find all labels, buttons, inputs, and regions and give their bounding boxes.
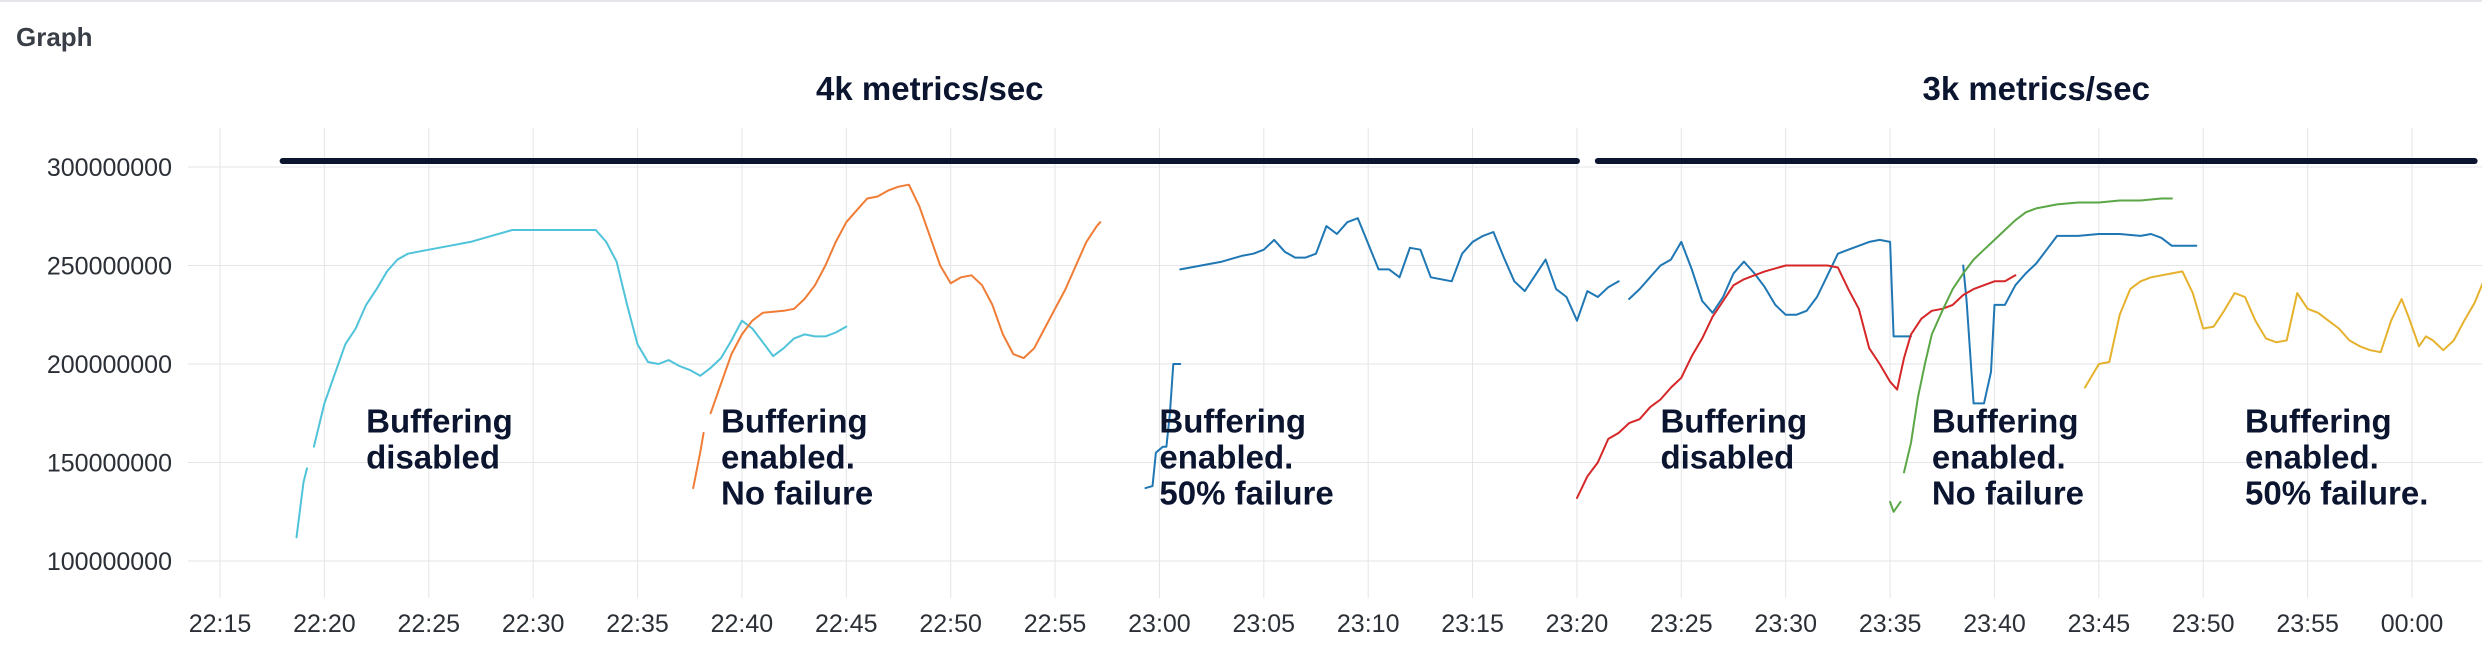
x-tick-label: 23:35: [1859, 610, 1922, 638]
annotation-line: Buffering: [366, 403, 513, 440]
annotation-line: No failure: [1932, 475, 2084, 512]
series-5-segment-1: [1889, 500, 1902, 513]
section-title: 3k metrics/sec: [1922, 70, 2150, 107]
x-tick-label: 23:15: [1441, 610, 1504, 638]
x-tick-label: 23:55: [2276, 610, 2339, 638]
y-tick-label: 200000000: [47, 351, 172, 379]
annotation-line: disabled: [366, 439, 500, 476]
annotation-line: Buffering: [1932, 403, 2079, 440]
annotation-line: enabled.: [1159, 439, 1293, 476]
series-2-segment-1: [692, 431, 705, 490]
series-3-segment-3: [1628, 238, 1912, 338]
x-tick-label: 23:10: [1337, 610, 1400, 638]
x-tick-label: 23:30: [1754, 610, 1817, 638]
x-tick-label: 22:30: [502, 610, 565, 638]
x-tick-label: 23:00: [1128, 610, 1191, 638]
annotation-label: Buffering disabled: [1660, 403, 1807, 476]
series-3-segment-2: [1179, 217, 1620, 322]
series-4-segment-1: [1576, 264, 2017, 499]
section-titles: 4k metrics/sec 3k metrics/sec: [279, 70, 2478, 164]
annotation-line: Buffering: [721, 403, 868, 440]
series-2-segment-2: [709, 183, 1102, 415]
annotation-line: Buffering: [1660, 403, 1807, 440]
x-tick-label: 23:40: [1963, 610, 2026, 638]
x-tick-label: 22:50: [919, 610, 982, 638]
series-3-segment-1: [1144, 363, 1182, 490]
series-group: [295, 183, 2482, 539]
x-tick-label: 22:55: [1024, 610, 1087, 638]
x-tick-label: 22:35: [606, 610, 669, 638]
series-6-segment-1: [2083, 270, 2482, 389]
series-5-segment-2: [1903, 197, 2173, 474]
y-tick-label: 300000000: [47, 154, 172, 182]
x-tick-label: 22:45: [815, 610, 878, 638]
x-tick-label: 22:40: [711, 610, 774, 638]
annotation-label: Buffering enabled. No failure: [721, 403, 873, 512]
series-1-segment-1: [295, 467, 308, 539]
x-tick-label: 23:45: [2068, 610, 2131, 638]
x-tick-label: 22:25: [397, 610, 460, 638]
x-axis: 22:15 22:20 22:25 22:30 22:35 22:40 22:45 22:50…: [189, 610, 2444, 638]
annotation-line: 50% failure.: [2245, 475, 2428, 512]
series-3-segment-4: [1962, 233, 2198, 405]
annotation-label: Buffering enabled. No failure: [1932, 403, 2084, 512]
annotation-label: Buffering enabled. 50% failure: [1159, 403, 1333, 512]
annotation-line: disabled: [1660, 439, 1794, 476]
y-tick-label: 150000000: [47, 450, 172, 478]
series-1-segment-2: [312, 229, 848, 448]
x-tick-label: 23:20: [1546, 610, 1609, 638]
y-tick-label: 100000000: [47, 548, 172, 576]
annotation-line: enabled.: [2245, 439, 2379, 476]
y-tick-label: 250000000: [47, 253, 172, 281]
annotation-line: enabled.: [1932, 439, 2066, 476]
annotation-line: No failure: [721, 475, 873, 512]
x-tick-label: 23:50: [2172, 610, 2235, 638]
x-tick-label: 23:25: [1650, 610, 1713, 638]
annotation-label: Buffering disabled: [366, 403, 513, 476]
y-axis: 100000000 150000000 200000000 250000000 3000…: [47, 154, 172, 576]
x-tick-label: 00:00: [2381, 610, 2444, 638]
x-tick-label: 22:15: [189, 610, 252, 638]
annotation-line: 50% failure: [1159, 475, 1333, 512]
x-tick-label: 22:20: [293, 610, 356, 638]
annotation-line: enabled.: [721, 439, 855, 476]
annotation-line: Buffering: [2245, 403, 2392, 440]
grid: [188, 128, 2482, 598]
panel-title: Graph: [16, 22, 93, 52]
annotation-label: Buffering enabled. 50% failure.: [2245, 403, 2428, 512]
x-tick-label: 23:05: [1233, 610, 1296, 638]
annotation-line: Buffering: [1159, 403, 1306, 440]
section-title: 4k metrics/sec: [816, 70, 1044, 107]
panel-top-border: [0, 0, 2482, 2]
